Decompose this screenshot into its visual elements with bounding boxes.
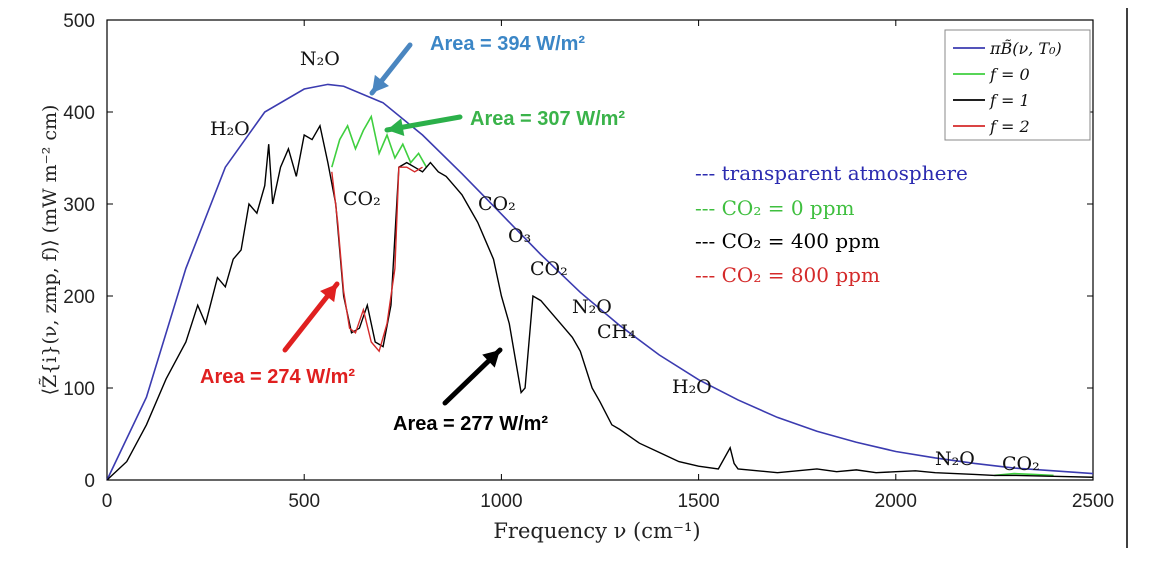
molecule-label: CO₂ [1002,453,1040,475]
series-line-f0 [994,472,1054,477]
annotation-arrowhead [372,74,389,93]
legend-label: f = 1 [989,91,1030,110]
legend-label: f = 2 [989,117,1030,136]
molecule-label: N₂O [572,296,612,318]
molecule-label: CH₄ [597,321,636,343]
plot-frame [106,19,1094,481]
x-tick-label: 2000 [875,491,917,512]
y-tick-label: 300 [63,195,95,216]
molecule-label: CO₂ [478,193,516,215]
x-tick-label: 500 [288,491,320,512]
x-tick-label: 1500 [677,491,719,512]
legend-label: f = 0 [989,65,1030,84]
legend-label: πB̃(ν, T₀) [989,39,1062,58]
axes: 0 500 1000 1500 2000 2500 0 100 200 300 400 500 Freq… [39,11,1115,543]
series-line-f1 [106,123,1094,481]
annotation-arrowhead [482,350,500,368]
molecule-label: O₃ [508,225,531,247]
y-tick-label: 200 [63,287,95,308]
area-annotation: Area = 307 W/m² [470,108,625,130]
scenario-legend-item: --- CO₂ = 800 ppm [695,263,880,287]
series-line-f2 [331,166,423,353]
y-tick-label: 500 [63,11,95,32]
annotation-arrowhead [320,284,337,303]
molecule-label: H₂O [672,376,712,398]
y-tick-label: 0 [84,471,95,492]
y-axis-label: ⟨Z̃{i}(ν, zmp, f)⟩ (mW m⁻² cm) [39,105,61,396]
x-tick-label: 1000 [480,491,522,512]
scenario-legend-item: --- CO₂ = 400 ppm [695,229,880,253]
legend: πB̃(ν, T₀) f = 0 f = 1 f = 2 [944,29,1091,141]
series-layer [106,83,1094,481]
x-axis-label: Frequency ν (cm⁻¹) [493,519,700,543]
series-line-f0 [331,114,428,168]
y-tick-label: 100 [63,379,95,400]
molecule-label: N₂O [300,48,340,70]
molecule-label: N₂O [935,448,975,470]
annotation-layer: Area = 394 W/m² Area = 307 W/m² Area = 274… [200,33,1040,475]
area-annotation: Area = 277 W/m² [393,413,548,435]
x-tick-label: 0 [102,491,113,512]
area-annotation: Area = 274 W/m² [200,366,355,388]
annotation-arrowhead [387,118,405,137]
molecule-label: CO₂ [530,258,568,280]
area-annotation: Area = 394 W/m² [430,33,585,55]
scenario-legend-item: --- CO₂ = 0 ppm [695,196,855,220]
scenario-legend-item: --- transparent atmosphere [695,161,968,185]
x-tick-label: 2500 [1072,491,1114,512]
molecule-label: H₂O [210,118,250,140]
molecule-label: CO₂ [343,188,381,210]
y-tick-label: 400 [63,103,95,124]
series-line-planck [106,83,1094,481]
